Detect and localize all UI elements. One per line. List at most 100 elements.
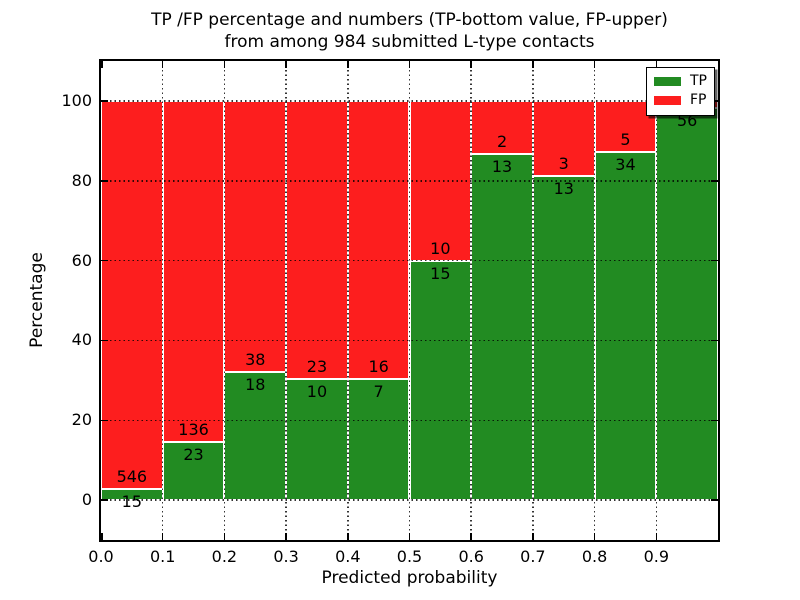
x-tick bbox=[655, 61, 658, 68]
legend-label-fp: FP bbox=[690, 92, 707, 108]
tp-count-label: 13 bbox=[553, 178, 574, 198]
y-tick bbox=[711, 180, 718, 182]
x-tick bbox=[101, 61, 103, 68]
tp-count-label: 7 bbox=[373, 381, 384, 401]
tp-count-label: 10 bbox=[306, 382, 328, 402]
x-tick bbox=[161, 61, 164, 68]
y-tick-label: 40 bbox=[71, 330, 92, 350]
legend-swatch-fp bbox=[654, 96, 681, 105]
tp-bar-segment bbox=[409, 260, 472, 501]
y-tick-label: 80 bbox=[71, 170, 92, 190]
fp-count-label: 546 bbox=[116, 467, 148, 487]
x-tick bbox=[347, 533, 349, 540]
tp-count-label: 23 bbox=[183, 445, 204, 465]
x-tick bbox=[285, 61, 287, 68]
fp-count-label: 38 bbox=[245, 349, 266, 369]
plot-area: 5461513623381823101671015213313534156 TP… bbox=[99, 59, 720, 542]
x-tick bbox=[532, 533, 534, 540]
tp-count-label: 18 bbox=[245, 374, 266, 394]
v-gridline bbox=[161, 61, 164, 540]
chart-title-line2: from among 984 submitted L-type contacts bbox=[224, 32, 595, 52]
legend-entry-tp: TP bbox=[654, 72, 714, 91]
x-tick bbox=[161, 533, 164, 540]
fp-bar-segment bbox=[162, 100, 225, 443]
fp-bar-segment bbox=[101, 100, 163, 490]
legend: TP FP bbox=[646, 67, 715, 116]
legend-swatch-tp bbox=[654, 77, 681, 86]
x-tick bbox=[470, 61, 472, 68]
x-tick-label: 0.8 bbox=[581, 547, 608, 566]
y-tick bbox=[101, 100, 108, 102]
x-tick-label: 0.9 bbox=[643, 547, 670, 566]
y-tick bbox=[711, 339, 718, 342]
fp-count-label: 3 bbox=[558, 153, 569, 173]
x-tick bbox=[655, 533, 658, 540]
fp-bar-segment bbox=[471, 100, 533, 155]
v-gridline bbox=[593, 61, 596, 540]
x-tick bbox=[223, 533, 226, 540]
x-axis-label: Predicted probability bbox=[321, 568, 498, 588]
x-tick-label: 0.3 bbox=[273, 547, 299, 566]
tp-count-label: 15 bbox=[121, 492, 143, 512]
x-tick-label: 0.4 bbox=[335, 547, 361, 566]
v-gridline bbox=[347, 61, 349, 540]
y-tick bbox=[711, 259, 718, 262]
x-tick-label: 0.6 bbox=[458, 547, 484, 566]
y-tick bbox=[101, 339, 108, 342]
x-tick bbox=[408, 533, 411, 540]
x-tick bbox=[593, 533, 596, 540]
tp-count-label: 15 bbox=[430, 263, 451, 283]
y-tick bbox=[101, 419, 108, 421]
fp-count-label: 2 bbox=[496, 132, 508, 152]
x-tick bbox=[408, 61, 411, 68]
y-tick-label: 0 bbox=[81, 490, 92, 510]
v-gridline bbox=[285, 61, 287, 540]
fp-count-label: 23 bbox=[306, 357, 328, 377]
y-tick bbox=[711, 499, 718, 501]
fp-count-label: 136 bbox=[178, 420, 209, 440]
y-tick bbox=[101, 259, 108, 262]
x-tick-label: 0.0 bbox=[88, 547, 114, 566]
y-tick bbox=[101, 180, 108, 182]
x-tick bbox=[470, 533, 472, 540]
v-gridline bbox=[223, 61, 226, 540]
tp-bar-segment bbox=[656, 107, 718, 501]
x-tick-label: 0.5 bbox=[396, 547, 423, 566]
tp-count-label: 13 bbox=[491, 157, 513, 177]
x-tick bbox=[223, 61, 226, 68]
x-tick-label: 0.2 bbox=[211, 547, 238, 566]
v-gridline bbox=[532, 61, 534, 540]
fp-bar-segment bbox=[532, 100, 595, 176]
tp-bar-segment bbox=[286, 379, 348, 501]
chart-title: TP /FP percentage and numbers (TP-bottom… bbox=[101, 9, 718, 53]
x-tick bbox=[532, 61, 534, 68]
legend-entry-fp: FP bbox=[654, 91, 714, 110]
fp-count-label: 16 bbox=[368, 356, 389, 376]
fp-bar-segment bbox=[286, 100, 348, 380]
fp-bar-segment bbox=[347, 100, 410, 379]
tp-bar-segment bbox=[532, 175, 595, 501]
v-gridline bbox=[470, 61, 472, 540]
x-tick-label: 0.1 bbox=[149, 547, 176, 566]
tp-bar-segment bbox=[471, 154, 533, 501]
chart-title-line1: TP /FP percentage and numbers (TP-bottom… bbox=[151, 10, 668, 30]
y-tick-label: 20 bbox=[71, 410, 92, 430]
y-tick bbox=[101, 499, 108, 501]
tp-bar-segment bbox=[594, 152, 657, 501]
v-gridline bbox=[408, 61, 411, 540]
fp-bar-segment bbox=[224, 100, 287, 372]
legend-label-tp: TP bbox=[690, 73, 707, 89]
x-tick bbox=[347, 61, 349, 68]
x-tick bbox=[285, 533, 287, 540]
y-tick bbox=[711, 419, 718, 421]
x-tick-label: 0.7 bbox=[520, 547, 546, 566]
fp-count-label: 5 bbox=[620, 130, 631, 150]
tp-count-label: 34 bbox=[615, 155, 636, 175]
v-gridline bbox=[655, 61, 658, 540]
x-tick bbox=[593, 61, 596, 68]
x-tick bbox=[101, 533, 103, 540]
tp-bar-segment bbox=[347, 378, 410, 501]
y-tick-label: 60 bbox=[71, 250, 92, 270]
fp-count-label: 10 bbox=[430, 238, 451, 258]
